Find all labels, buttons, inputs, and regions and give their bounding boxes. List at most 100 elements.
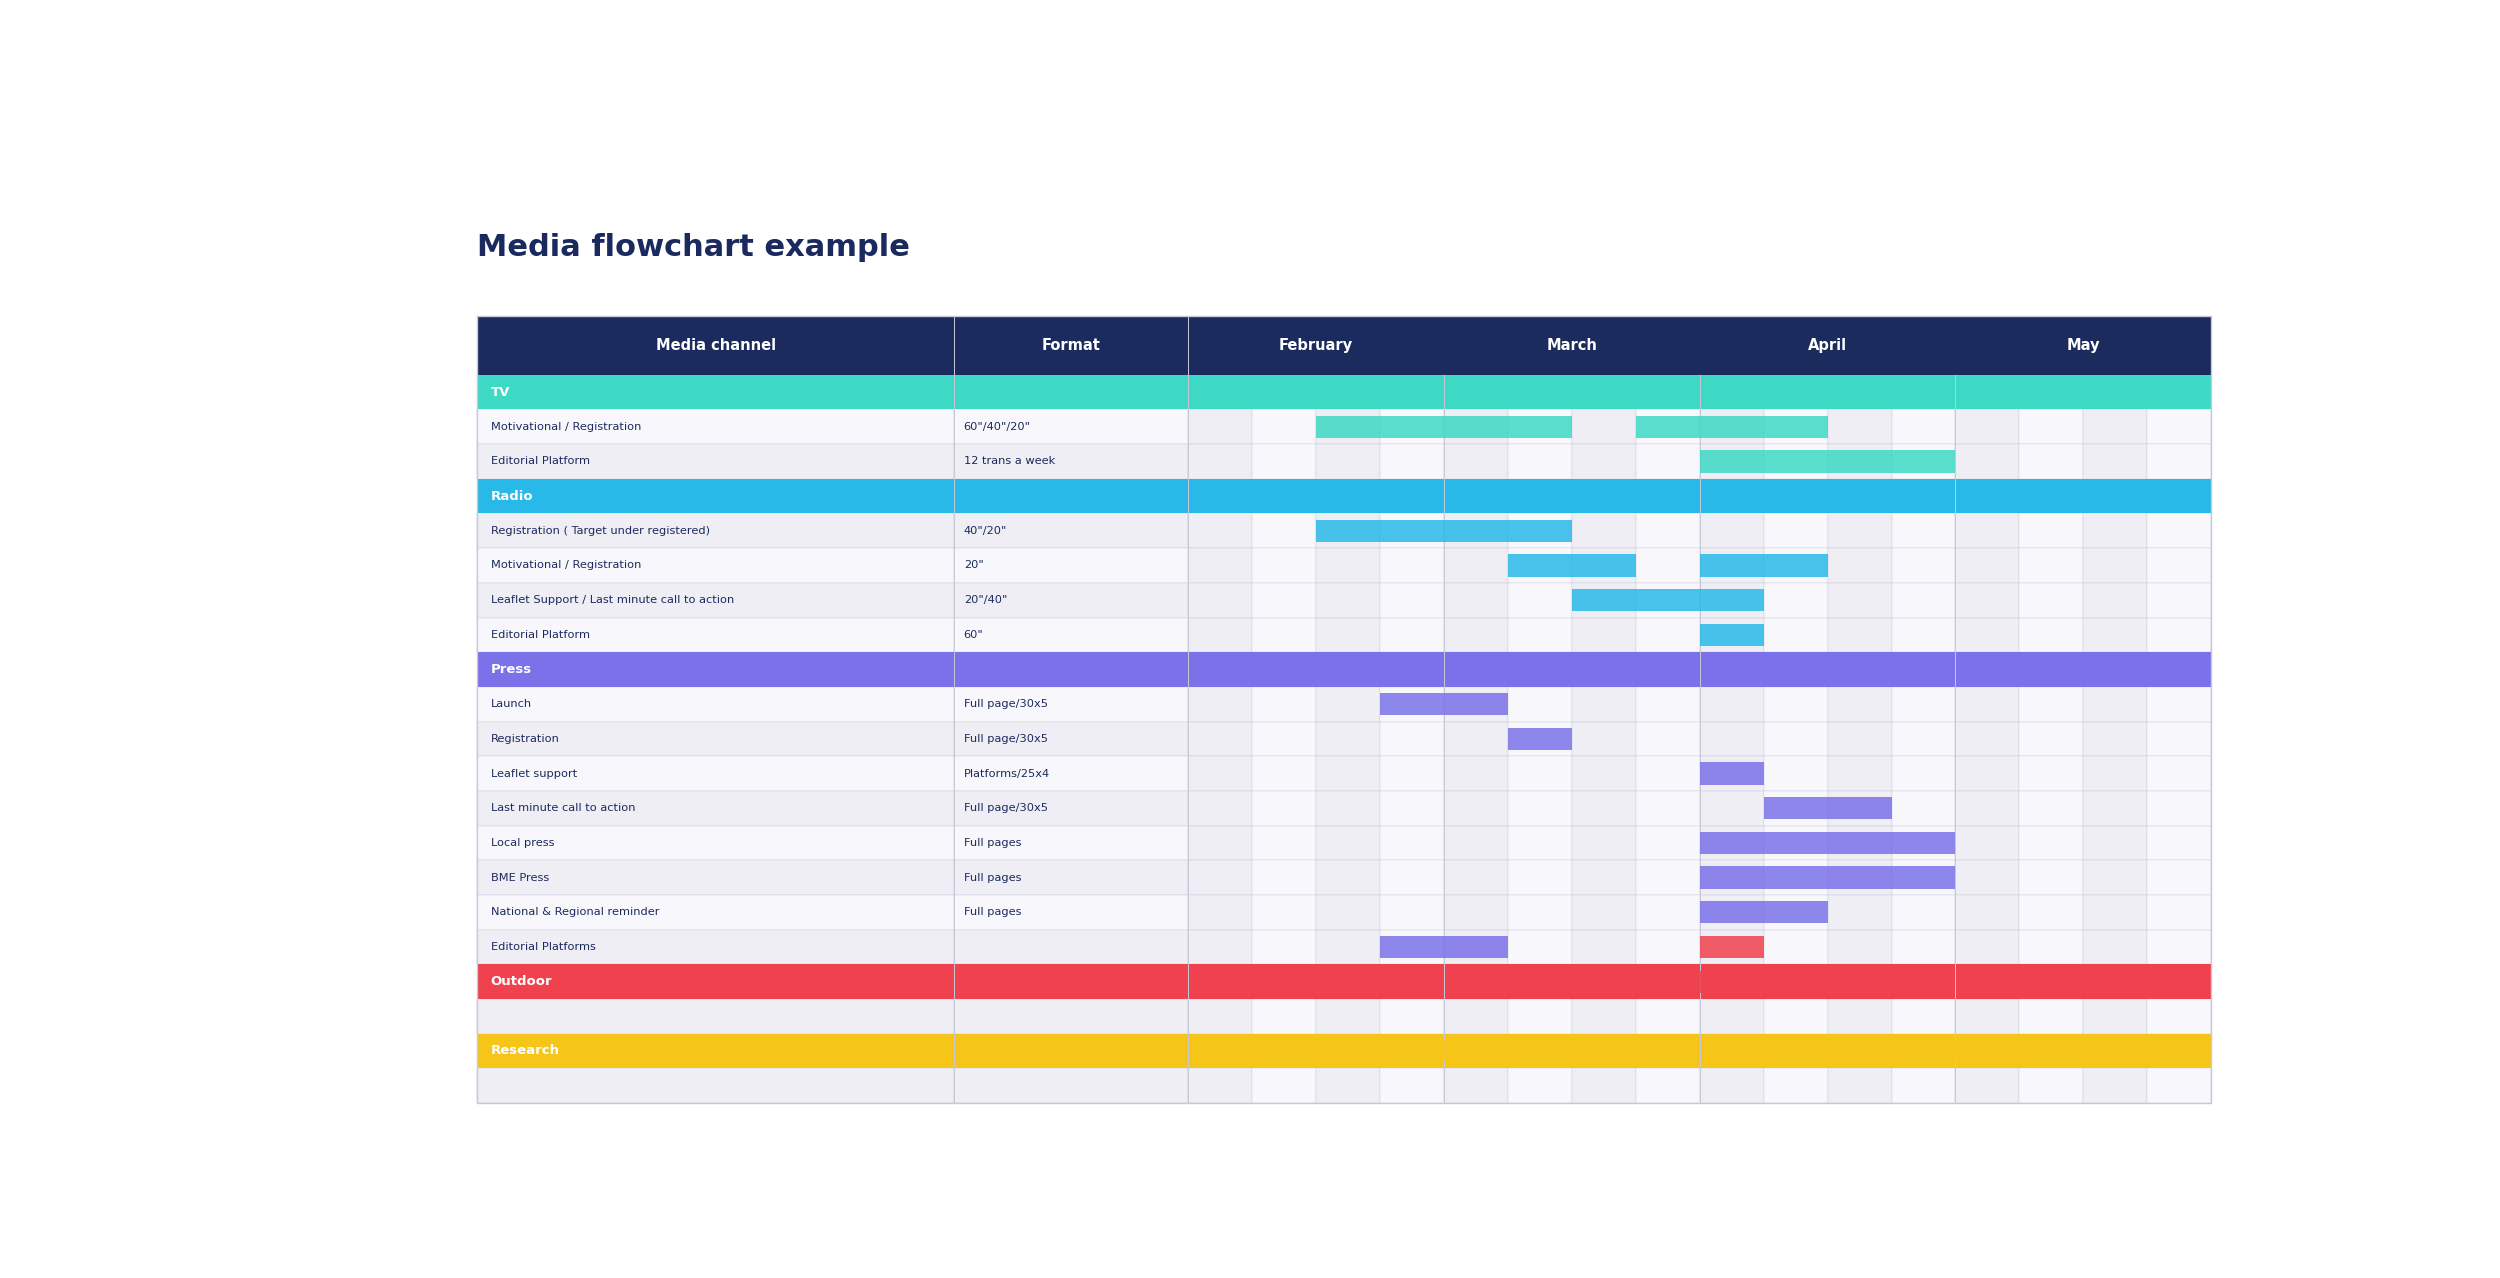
Bar [1955,860,2020,895]
Bar [1508,445,1572,479]
Bar [1315,999,1380,1034]
Text: BME Press: BME Press [490,873,550,883]
Bar [1892,860,1955,895]
Text: Local press: Local press [490,838,555,847]
Bar [2020,1068,2082,1103]
Bar [1762,583,1828,617]
Bar [2082,860,2148,895]
Bar [1955,617,2020,652]
Bar [478,757,955,791]
Bar [1762,409,1828,445]
Bar [1380,826,1445,860]
Bar [1700,555,1828,576]
Bar [1955,999,2020,1034]
Bar [1380,935,1445,958]
Bar [2148,617,2212,652]
Text: 60": 60" [962,630,982,640]
Bar [1700,583,1762,617]
Bar [1892,999,1955,1034]
Bar [478,548,955,583]
Bar [1315,895,1380,929]
Bar [2082,617,2148,652]
Bar [1762,826,1828,860]
Bar [1762,1068,1828,1103]
Bar [1828,1068,1892,1103]
Bar [1892,686,1955,722]
Bar [1445,826,1508,860]
Bar [1892,895,1955,929]
Bar [1445,548,1508,583]
Bar [2148,548,2212,583]
Bar [2082,722,2148,757]
Bar [1635,445,1700,479]
Bar [2020,895,2082,929]
Bar [1252,860,1315,895]
Bar [1508,555,1635,576]
Bar [1252,1040,1380,1062]
Bar [1380,895,1445,929]
Bar [1635,617,1700,652]
Bar [1380,686,1445,722]
Bar [1700,686,1762,722]
Bar [1380,583,1445,617]
Bar [955,1068,1188,1103]
Bar [1762,929,1828,965]
Bar [955,548,1188,583]
Bar [1445,617,1508,652]
Bar [2020,583,2082,617]
Bar [2020,860,2082,895]
Bar [1955,1068,2020,1103]
Bar [1828,617,1892,652]
Bar [1380,999,1445,1034]
Bar [2020,548,2082,583]
Bar [1762,722,1828,757]
Bar [955,722,1188,757]
Bar [478,1034,2212,1068]
Bar [1188,895,1252,929]
Text: Last minute call to action: Last minute call to action [490,804,635,813]
Bar [1828,409,1892,445]
Bar [1252,409,1315,445]
Bar [478,316,2212,374]
Text: Media flowchart example: Media flowchart example [478,233,910,262]
Bar [1955,826,2020,860]
Bar [1252,1068,1315,1103]
Bar [1700,860,1762,895]
Text: February: February [1280,337,1352,353]
Bar [1315,520,1445,542]
Bar [2082,1068,2148,1103]
Bar [1572,445,1635,479]
Bar [1955,722,2020,757]
Bar [1252,757,1315,791]
Text: Editorial Platform: Editorial Platform [490,456,590,466]
Bar [1315,1068,1380,1103]
Bar [1380,548,1445,583]
Text: Registration: Registration [490,734,560,744]
Text: National & Regional reminder: National & Regional reminder [490,907,660,918]
Bar [1380,409,1445,445]
Bar [955,757,1188,791]
Bar [2148,686,2212,722]
Bar [1892,445,1955,479]
Bar [1188,445,1252,479]
Bar [1508,722,1572,757]
Bar [1445,409,1508,445]
Bar [1828,583,1892,617]
Bar [1508,826,1572,860]
Bar [1828,757,1892,791]
Bar [478,514,955,548]
Bar [1700,514,1762,548]
Text: Full page/30x5: Full page/30x5 [962,699,1048,709]
Text: 12 trans a week: 12 trans a week [962,456,1055,466]
Bar [1700,617,1762,652]
Bar [1508,686,1572,722]
Text: TV: TV [490,386,510,399]
Bar [1445,722,1508,757]
Bar [478,652,2212,686]
Bar [1828,929,1892,965]
Bar [1252,617,1315,652]
Bar [1252,514,1315,548]
Bar [1828,548,1892,583]
Bar [2082,686,2148,722]
Bar [1445,935,1508,958]
